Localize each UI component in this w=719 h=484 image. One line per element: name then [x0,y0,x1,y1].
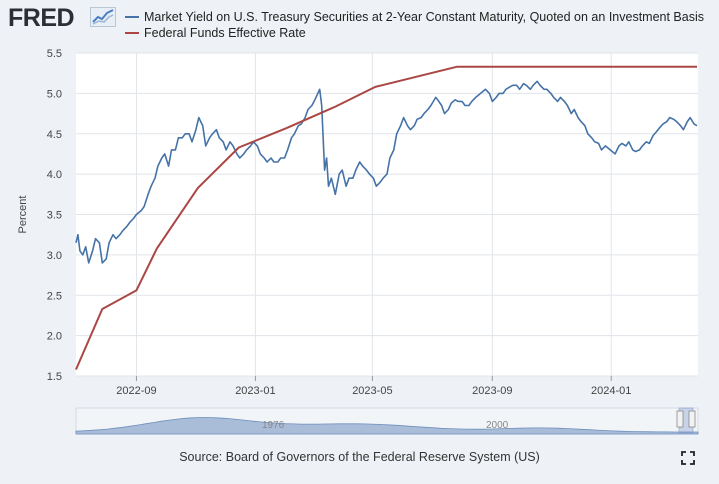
plot-area: 1.5 2.0 2.5 3.0 3.5 4.0 4.5 5.0 5.5 2022-09 2023-0… [17,48,698,397]
y-tick-label: 5.0 [47,88,62,100]
legend-item-fed-funds-rate[interactable]: Federal Funds Effective Rate [125,26,306,40]
y-tick-label: 3.0 [47,250,62,262]
y-tick-label: 1.5 [47,371,62,383]
x-tick-label: 2023-01 [235,385,275,397]
chart-line-icon [90,7,116,27]
legend-item-treasury-yield[interactable]: Market Yield on U.S. Treasury Securities… [125,10,704,24]
legend-label: Market Yield on U.S. Treasury Securities… [144,10,704,24]
legend-swatch [125,31,139,34]
y-tick-label: 2.0 [47,331,62,343]
navigator-handle-left [676,410,684,428]
navigator-area [75,417,699,435]
navigator-label: 2000 [486,420,509,431]
series-line-treasury-yield [75,80,698,264]
x-tick-label: 2022-09 [116,385,156,397]
navigator-handle-right [688,410,696,428]
y-axis-label: Percent [17,196,29,234]
x-tick-label: 2023-09 [472,385,512,397]
y-tick-label: 4.0 [47,169,62,181]
legend-swatch [125,15,139,18]
y-tick-label: 5.5 [47,48,62,60]
fullscreen-icon[interactable] [681,451,695,465]
navigator-label: 1976 [262,420,285,431]
y-tick-label: 3.5 [47,210,62,222]
range-navigator[interactable]: 1976 2000 [75,407,699,435]
y-tick-label: 2.5 [47,290,62,302]
y-tick-label: 4.5 [47,129,62,141]
fred-logo[interactable]: FRED [8,4,75,32]
source-note: Source: Board of Governors of the Federa… [179,450,540,464]
series-line-fed-funds-rate [75,65,697,370]
legend-label: Federal Funds Effective Rate [144,26,306,40]
x-tick-label: 2024-01 [591,385,631,397]
chart-header: FRED Market Yield on U.S. Treasury Secur… [0,0,719,46]
x-tick-label: 2023-05 [352,385,392,397]
